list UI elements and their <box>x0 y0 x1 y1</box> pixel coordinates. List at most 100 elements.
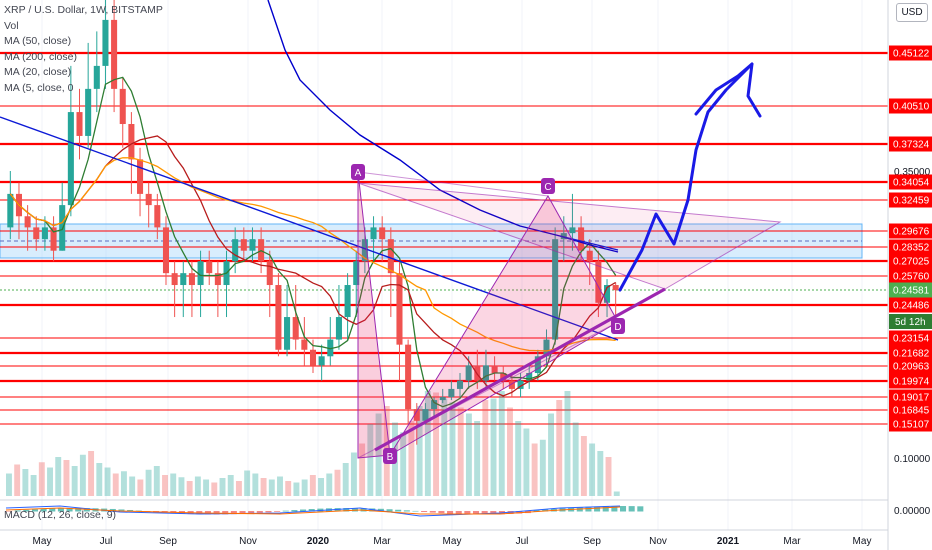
candle-body <box>137 159 144 194</box>
currency-button[interactable]: USD <box>896 3 928 22</box>
macd-histogram-bar <box>230 511 237 515</box>
volume-bar <box>137 479 144 496</box>
volume-bar <box>408 421 415 496</box>
candle-body <box>353 261 360 286</box>
price-level-badge <box>889 253 932 269</box>
volume-bar <box>507 407 513 496</box>
volume-bar <box>145 469 152 496</box>
macd-histogram-bar <box>455 511 462 514</box>
candle-body <box>526 373 533 381</box>
candle-body <box>456 380 464 389</box>
volume-bar <box>55 457 62 496</box>
price-level-badge <box>889 192 932 208</box>
candle-body <box>214 273 221 286</box>
price-level-text: 0.45122 <box>893 49 930 60</box>
price-level-text: 0.23154 <box>893 334 930 345</box>
volume-bar <box>589 443 596 496</box>
price-level-badge <box>889 174 932 190</box>
pattern-point-badge <box>541 178 555 194</box>
volume-bar <box>490 398 497 496</box>
macd-histogram-bar <box>75 508 82 512</box>
downtrend-line <box>0 116 619 341</box>
x-tick-label: May <box>853 536 872 547</box>
macd-histogram-bar <box>594 506 601 512</box>
macd-histogram-bar <box>248 511 255 514</box>
pattern-point-badge <box>611 318 625 334</box>
pattern-point-badge <box>351 164 365 180</box>
volume-bar <box>244 470 251 496</box>
volume-bar <box>597 451 604 496</box>
volume-bar <box>47 467 53 496</box>
macd-histogram-bar <box>222 511 229 515</box>
x-tick-label: Jul <box>516 536 529 547</box>
candle-body <box>50 227 57 251</box>
candle-body <box>612 285 619 291</box>
macd-histogram-bar <box>291 510 298 512</box>
candle-body <box>344 285 351 318</box>
volume-bar <box>227 475 234 496</box>
volume-bar <box>531 443 538 496</box>
candle-body <box>197 261 204 286</box>
price-level-text: 0.28352 <box>893 243 930 254</box>
macd-histogram-bar <box>611 506 618 512</box>
candle-body <box>180 273 187 286</box>
volume-bar <box>129 476 136 496</box>
price-level-text: 0.24486 <box>893 301 930 312</box>
volume-bar <box>38 462 45 496</box>
candle-body <box>41 227 48 240</box>
price-level-badge <box>889 136 932 152</box>
candle-body <box>327 339 334 357</box>
macd-histogram-bar <box>31 509 38 512</box>
volume-bar <box>22 469 29 496</box>
macd-legend: MACD (12, 26, close, 9) <box>4 509 117 521</box>
pattern-point-label: C <box>544 182 551 193</box>
volume-bar <box>14 464 21 496</box>
candle-body <box>102 19 109 66</box>
price-level-text: 0.19017 <box>893 393 930 404</box>
volume-bar <box>211 482 218 496</box>
legend-ma20: MA (20, close) <box>4 66 72 78</box>
pattern-point-label: A <box>355 168 362 179</box>
volume-bar <box>498 391 505 496</box>
macd-histogram-bar <box>403 510 410 512</box>
volume-bar <box>88 451 95 496</box>
volume-bar <box>186 481 193 496</box>
pattern-point-badge <box>383 448 397 464</box>
volume-bar <box>318 478 325 496</box>
volume-bar <box>6 473 12 496</box>
pattern-point-label: D <box>614 322 621 333</box>
candle-body <box>266 261 273 286</box>
volume-bar <box>194 476 201 496</box>
candle-body <box>413 409 420 421</box>
current-price-badge <box>889 282 932 298</box>
candle-body <box>439 397 446 401</box>
volume-bar <box>375 413 382 496</box>
candle-body <box>292 317 299 340</box>
candle-body <box>335 317 342 340</box>
candle-body <box>387 239 394 274</box>
candle-body <box>145 193 152 206</box>
volume-bar <box>457 407 464 496</box>
volume-bar <box>260 478 267 496</box>
macd-histogram-bar <box>256 511 263 513</box>
triangle-pattern <box>357 182 782 290</box>
candle-body <box>93 65 100 89</box>
price-level-text: 0.27025 <box>893 257 930 268</box>
candle-body <box>24 216 31 228</box>
macd-histogram-bar <box>127 509 134 512</box>
abcd-leg-bcd <box>389 195 619 456</box>
volume-bar <box>523 428 530 496</box>
candle-body <box>595 261 602 303</box>
candle-body <box>396 273 403 345</box>
volume-bar <box>268 479 275 496</box>
projection-path <box>618 62 754 292</box>
x-tick-label: Nov <box>649 536 667 547</box>
candle-body <box>301 339 308 350</box>
volume-bar <box>334 469 341 496</box>
candle-body <box>405 344 412 410</box>
volume-bar <box>367 424 374 496</box>
macd-histogram-bar <box>533 510 540 512</box>
